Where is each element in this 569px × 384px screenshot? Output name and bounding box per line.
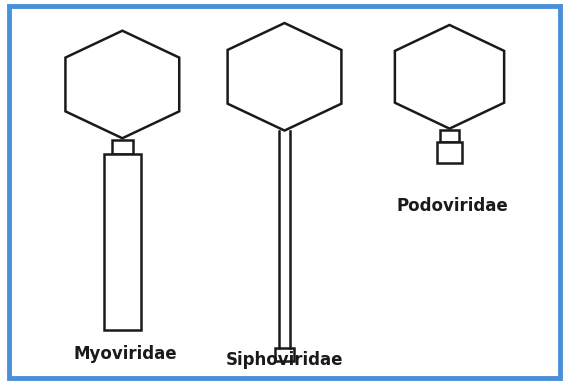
Polygon shape bbox=[104, 154, 141, 330]
Text: Podoviridae: Podoviridae bbox=[397, 197, 508, 215]
Polygon shape bbox=[112, 140, 133, 154]
Text: Myoviridae: Myoviridae bbox=[73, 345, 177, 363]
Polygon shape bbox=[228, 23, 341, 131]
Polygon shape bbox=[437, 142, 462, 163]
Text: Siphoviridae: Siphoviridae bbox=[226, 351, 343, 369]
Polygon shape bbox=[65, 31, 179, 138]
Polygon shape bbox=[395, 25, 504, 129]
Polygon shape bbox=[275, 348, 294, 361]
Polygon shape bbox=[440, 130, 459, 142]
